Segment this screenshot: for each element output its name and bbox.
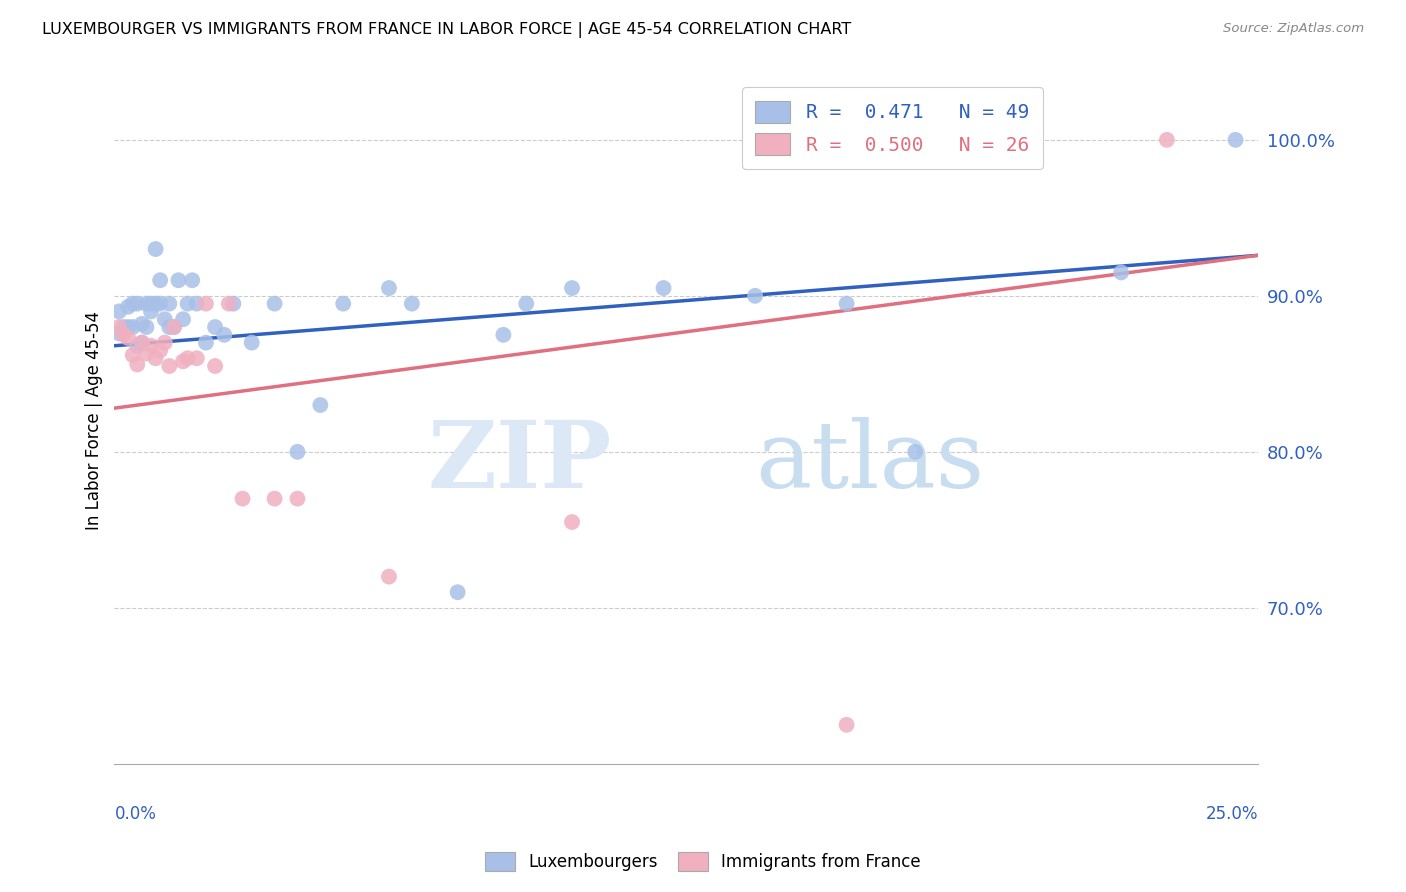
Point xyxy=(145,351,167,366)
Point xyxy=(186,351,208,366)
Text: ZIP: ZIP xyxy=(427,417,612,507)
Point xyxy=(186,296,208,310)
Point xyxy=(652,281,675,295)
Point xyxy=(232,491,254,506)
Point xyxy=(744,289,766,303)
Point xyxy=(378,281,401,295)
Point xyxy=(222,296,245,310)
Point xyxy=(1225,133,1247,147)
Point xyxy=(835,718,858,732)
Point xyxy=(117,300,139,314)
Point xyxy=(176,351,198,366)
Point xyxy=(204,359,226,373)
Point xyxy=(117,331,139,345)
Point xyxy=(263,296,285,310)
Y-axis label: In Labor Force | Age 45-54: In Labor Force | Age 45-54 xyxy=(86,311,103,530)
Point xyxy=(112,320,135,334)
Point xyxy=(240,335,263,350)
Point xyxy=(163,320,186,334)
Point xyxy=(194,335,217,350)
Point xyxy=(127,296,149,310)
Text: 25.0%: 25.0% xyxy=(1206,805,1258,823)
Point xyxy=(378,569,401,583)
Point xyxy=(163,320,186,334)
Point xyxy=(149,343,172,358)
Point xyxy=(157,296,180,310)
Point xyxy=(153,312,176,326)
Text: 0.0%: 0.0% xyxy=(114,805,156,823)
Point xyxy=(172,312,194,326)
Point xyxy=(287,445,309,459)
Point xyxy=(492,327,515,342)
Point xyxy=(139,339,162,353)
Text: Source: ZipAtlas.com: Source: ZipAtlas.com xyxy=(1223,22,1364,36)
Legend: R =  0.471   N = 49, R =  0.500   N = 26: R = 0.471 N = 49, R = 0.500 N = 26 xyxy=(742,87,1043,169)
Point xyxy=(194,296,217,310)
Point xyxy=(127,358,149,372)
Point xyxy=(263,491,285,506)
Legend: Luxembourgers, Immigrants from France: Luxembourgers, Immigrants from France xyxy=(477,843,929,880)
Point xyxy=(108,326,131,341)
Point xyxy=(139,304,162,318)
Point xyxy=(904,445,927,459)
Point xyxy=(515,296,537,310)
Point xyxy=(212,327,235,342)
Point xyxy=(149,296,172,310)
Point xyxy=(157,320,180,334)
Point xyxy=(131,335,153,350)
Point xyxy=(139,296,162,310)
Point xyxy=(401,296,423,310)
Point xyxy=(561,515,583,529)
Point xyxy=(218,296,240,310)
Point xyxy=(1156,133,1178,147)
Point xyxy=(135,296,157,310)
Point xyxy=(117,320,139,334)
Point xyxy=(561,281,583,295)
Point xyxy=(149,273,172,287)
Point xyxy=(181,273,204,287)
Point xyxy=(145,242,167,256)
Text: LUXEMBOURGER VS IMMIGRANTS FROM FRANCE IN LABOR FORCE | AGE 45-54 CORRELATION CH: LUXEMBOURGER VS IMMIGRANTS FROM FRANCE I… xyxy=(42,22,852,38)
Point xyxy=(121,348,143,362)
Point xyxy=(309,398,332,412)
Point xyxy=(131,335,153,350)
Point xyxy=(112,327,135,342)
Point xyxy=(157,359,180,373)
Point xyxy=(108,320,131,334)
Point xyxy=(153,335,176,350)
Point xyxy=(835,296,858,310)
Point xyxy=(127,339,149,353)
Point xyxy=(446,585,468,599)
Point xyxy=(135,320,157,334)
Point xyxy=(204,320,226,334)
Point xyxy=(145,296,167,310)
Point xyxy=(172,354,194,368)
Point xyxy=(332,296,354,310)
Point xyxy=(176,296,198,310)
Point xyxy=(167,273,190,287)
Point xyxy=(131,317,153,331)
Point xyxy=(135,346,157,360)
Text: atlas: atlas xyxy=(755,417,984,507)
Point xyxy=(1109,265,1132,279)
Point xyxy=(108,304,131,318)
Point xyxy=(121,320,143,334)
Point xyxy=(121,296,143,310)
Point xyxy=(287,491,309,506)
